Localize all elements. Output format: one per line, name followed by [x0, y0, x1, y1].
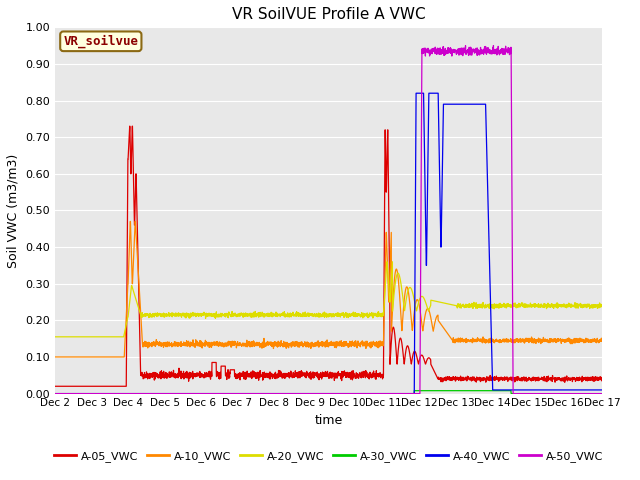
Text: VR_soilvue: VR_soilvue [63, 35, 138, 48]
X-axis label: time: time [314, 414, 343, 427]
Title: VR SoilVUE Profile A VWC: VR SoilVUE Profile A VWC [232, 7, 426, 22]
Legend: A-05_VWC, A-10_VWC, A-20_VWC, A-30_VWC, A-40_VWC, A-50_VWC: A-05_VWC, A-10_VWC, A-20_VWC, A-30_VWC, … [50, 447, 607, 467]
Y-axis label: Soil VWC (m3/m3): Soil VWC (m3/m3) [7, 153, 20, 267]
